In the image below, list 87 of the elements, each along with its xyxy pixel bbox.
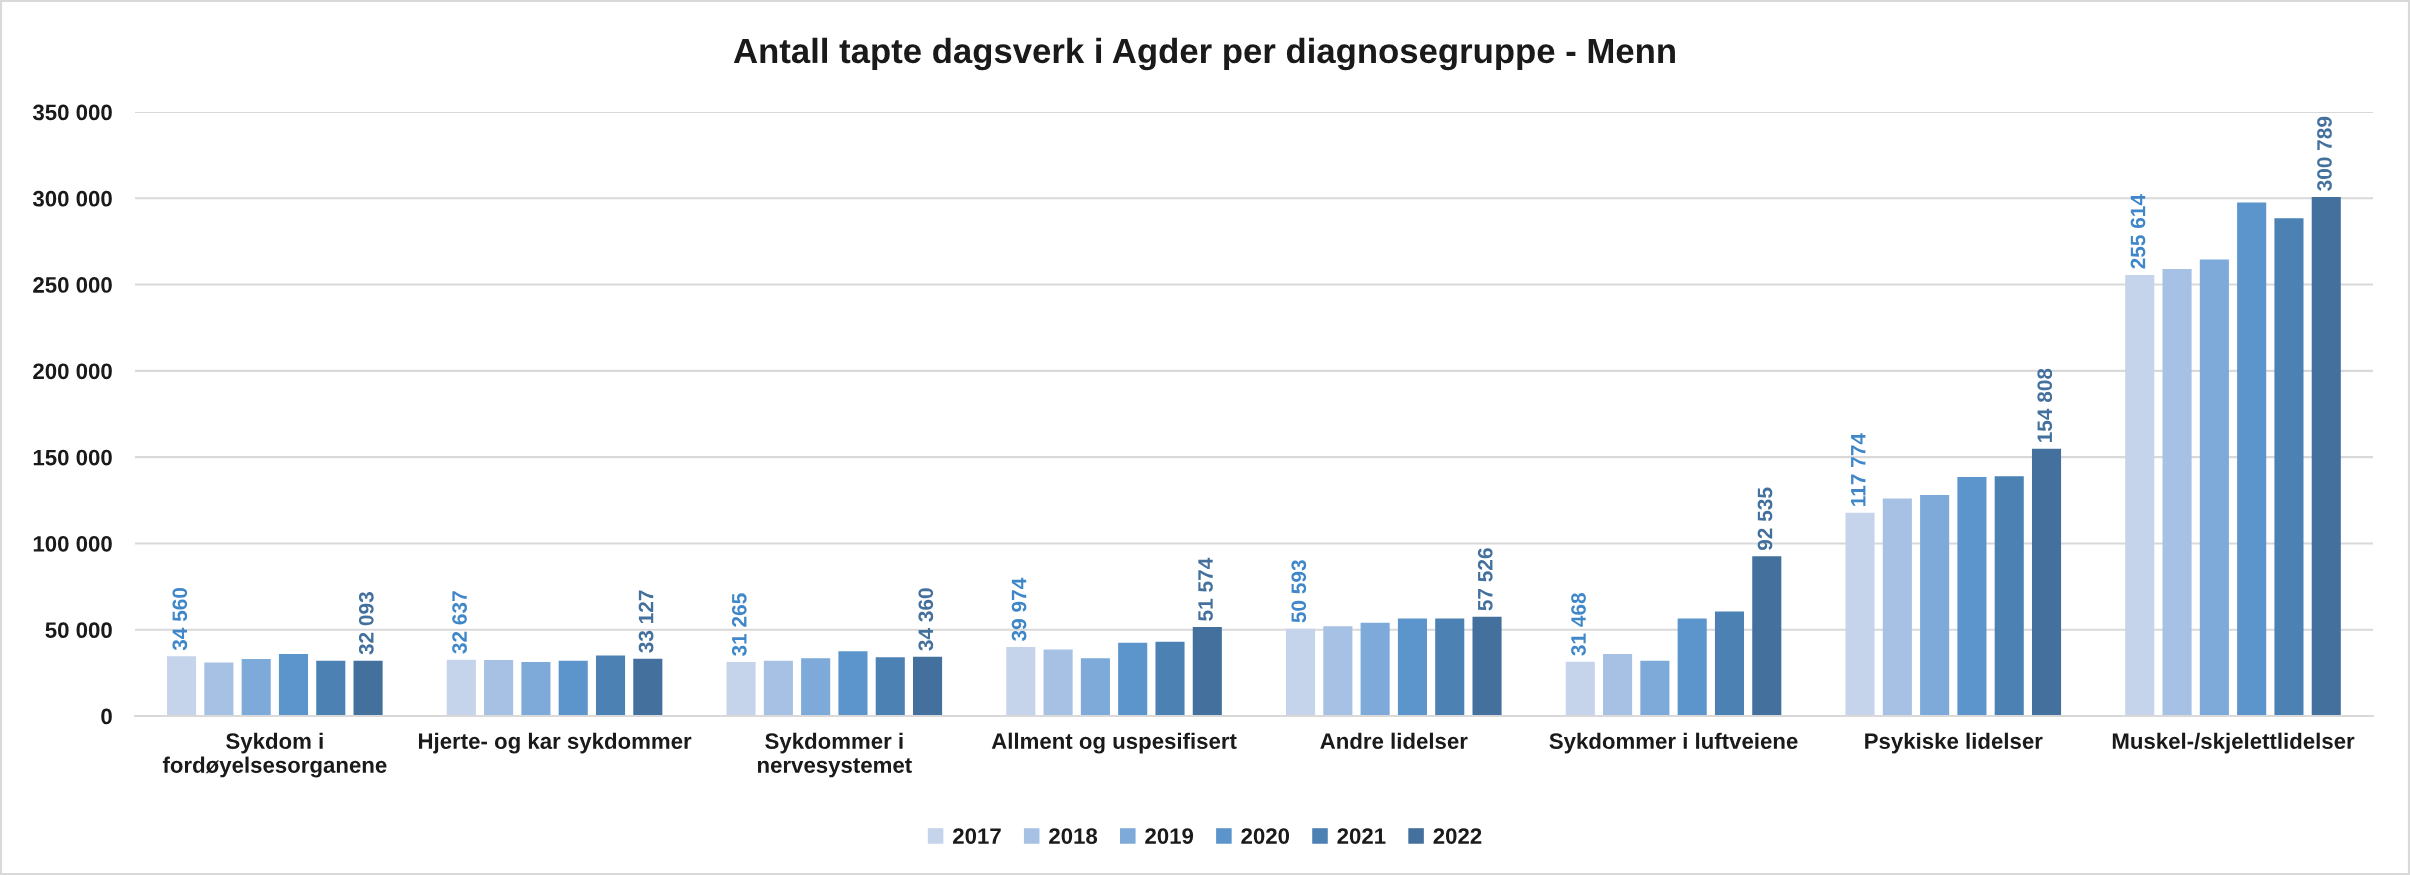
y-tick-label: 0	[101, 708, 112, 725]
bar	[875, 657, 905, 717]
bar	[278, 653, 309, 717]
bar	[1286, 628, 1316, 717]
legend-label: 2019	[1145, 828, 1194, 844]
bar	[2237, 202, 2267, 717]
x-tick-label: Muskel-/skjelettlidelser	[2112, 732, 2355, 754]
bar	[1994, 476, 2024, 717]
bar	[1472, 616, 1502, 717]
data-label: 32 093	[358, 592, 374, 655]
data-label: 31 265	[731, 593, 747, 657]
bar	[1957, 477, 1987, 717]
x-tick-label: Psykiske lidelser	[1865, 732, 2043, 754]
bar	[1006, 647, 1036, 717]
x-tick-label: Andre lidelser	[1320, 732, 1468, 749]
y-tick-label: 50 000	[45, 622, 112, 638]
bar	[241, 659, 271, 717]
legend-label: 2018	[1049, 828, 1098, 844]
bar	[1603, 653, 1633, 717]
bar	[558, 660, 588, 717]
x-tick-label: Allment og uspesifisert	[991, 732, 1237, 754]
bar	[1882, 498, 1912, 717]
legend-label: 2022	[1433, 828, 1482, 844]
bar	[726, 662, 756, 717]
data-label: 50 593	[1291, 560, 1307, 623]
bar	[2125, 274, 2155, 717]
bar	[167, 656, 197, 717]
bar	[316, 660, 346, 717]
data-label: 92 535	[1757, 487, 1773, 551]
bar	[763, 660, 793, 717]
x-tick-label: Sykdommer i nervesystemet	[757, 732, 912, 778]
data-label: 255 614	[2130, 194, 2146, 269]
bar	[1845, 512, 1875, 717]
bar	[353, 660, 383, 717]
bar	[633, 658, 663, 717]
data-label: 34 360	[918, 588, 934, 651]
bar	[1118, 642, 1148, 717]
y-tick-label: 250 000	[33, 277, 112, 293]
bar	[2199, 259, 2229, 717]
data-label: 300 789	[2317, 116, 2332, 191]
bar	[801, 658, 831, 717]
chart-title: Antall tapte dagsverk i Agder per diagnosegruppe - Menn	[733, 37, 1675, 71]
bar	[1435, 618, 1465, 717]
data-label: 51 574	[1198, 557, 1213, 621]
bar	[595, 655, 626, 717]
bar	[484, 659, 514, 717]
bar	[1640, 660, 1670, 717]
y-tick-label: 100 000	[33, 535, 112, 552]
data-label: 31 468	[1571, 593, 1586, 656]
bar	[838, 651, 868, 717]
bar	[2274, 218, 2304, 717]
data-label: 57 526	[1477, 548, 1493, 611]
bar	[1080, 658, 1110, 717]
bar	[1323, 626, 1353, 717]
bar	[1752, 556, 1782, 717]
bar	[1155, 641, 1185, 717]
x-tick-label: Hjerte- og kar sykdommer	[418, 732, 692, 754]
y-tick-label: 300 000	[32, 190, 112, 207]
bar	[2031, 448, 2062, 717]
data-label: 34 560	[172, 587, 188, 651]
bar	[1565, 661, 1595, 717]
data-label: 33 127	[638, 590, 654, 653]
bar	[446, 659, 476, 717]
bar	[521, 662, 551, 717]
bar	[204, 662, 234, 717]
data-label: 117 774	[1851, 433, 1866, 506]
bar	[1192, 627, 1222, 717]
bar	[2311, 196, 2341, 717]
data-label: 154 808	[2037, 368, 2053, 442]
bar	[1714, 611, 1745, 717]
data-label: 39 974	[1011, 577, 1027, 641]
legend-label: 2021	[1337, 828, 1386, 844]
legend-label: 2020	[1241, 828, 1290, 844]
bar	[1360, 622, 1390, 717]
data-label: 32 637	[452, 591, 467, 654]
y-tick-label: 150 000	[33, 449, 112, 466]
bar	[1920, 495, 1950, 717]
x-tick-label: Sykdom i fordøyelsesorganene	[162, 732, 387, 778]
legend-label: 2017	[953, 828, 1001, 844]
bar	[1043, 649, 1073, 717]
y-tick-label: 350 000	[32, 104, 112, 121]
bar	[2162, 269, 2192, 717]
bar	[1397, 618, 1427, 717]
x-tick-label: Sykdommer i luftveiene	[1549, 732, 1798, 754]
y-tick-label: 200 000	[33, 363, 112, 380]
bar	[1677, 618, 1707, 717]
bar	[913, 656, 943, 717]
